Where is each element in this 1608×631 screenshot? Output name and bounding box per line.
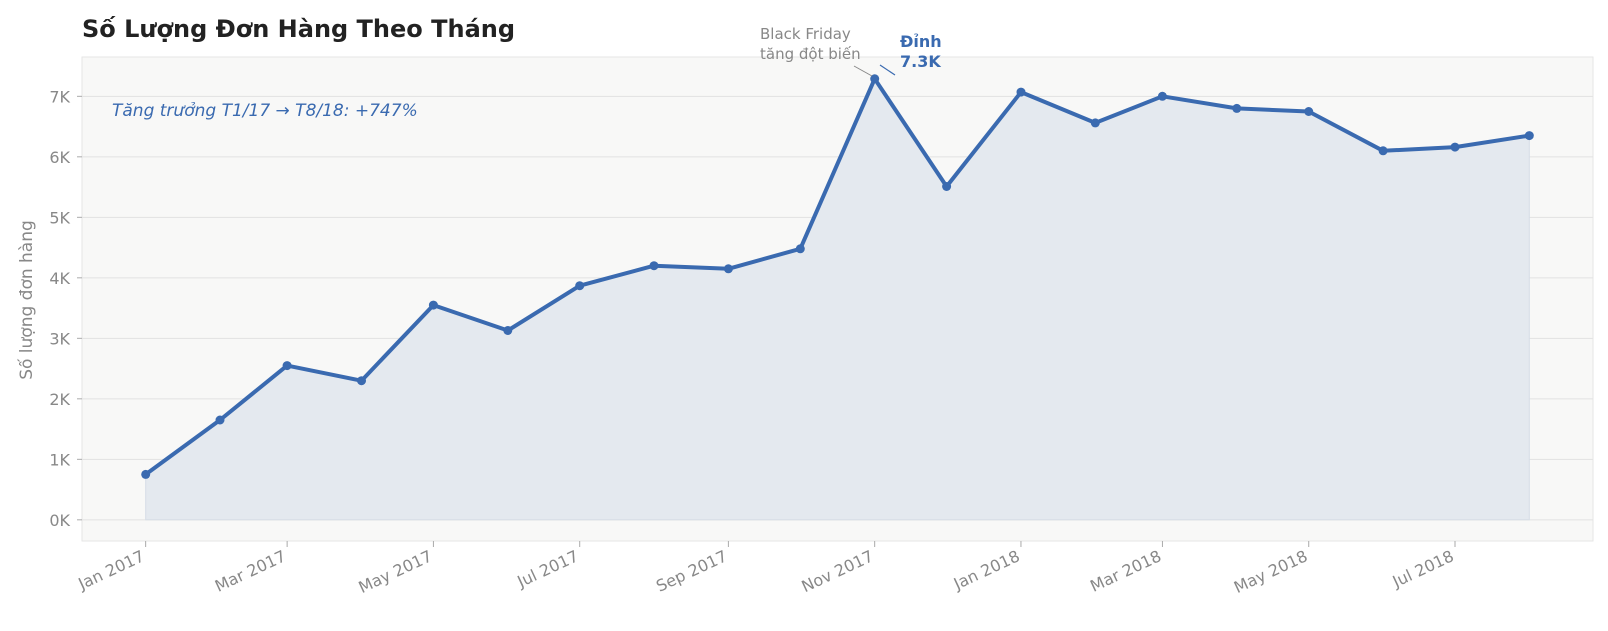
data-point <box>1157 91 1167 101</box>
growth-annotation: Tăng trưởng T1/17 → T8/18: +747% <box>112 101 418 121</box>
x-axis: Jan 2017 Mar 2017 May 2017 Jul 2017 Sep 2017… <box>75 541 1457 597</box>
y-axis: 0K 1K 2K 3K 4K 5K 6K 7K <box>49 87 82 530</box>
data-point <box>1016 87 1026 97</box>
data-point <box>870 74 880 84</box>
data-point <box>282 361 292 371</box>
x-tick-label: Sep 2017 <box>653 546 730 595</box>
x-tick-label: Mar 2017 <box>212 546 289 595</box>
data-point <box>1304 107 1314 116</box>
data-point <box>141 469 151 479</box>
data-point <box>357 376 366 386</box>
data-point <box>1090 118 1100 128</box>
series-line <box>143 76 1532 477</box>
data-point <box>1378 146 1388 156</box>
peak-annotation-arrow <box>879 64 896 76</box>
y-tick-label: 3K <box>49 329 70 348</box>
y-tick-label: 1K <box>49 450 70 469</box>
y-tick-label: 0K <box>49 511 70 530</box>
x-tick-label: Jul 2017 <box>513 546 581 591</box>
chart-title: Số Lượng Đơn Hàng Theo Tháng <box>82 15 515 43</box>
y-tick-label: 6K <box>49 148 70 167</box>
peak-annotation-line-1: Đỉnh <box>900 32 942 51</box>
data-point <box>1524 131 1534 141</box>
event-annotation-line-1: Black Friday <box>760 25 851 43</box>
x-tick-label: Nov 2017 <box>799 546 877 596</box>
x-tick-label: May 2018 <box>1231 546 1311 597</box>
data-point <box>1232 103 1242 113</box>
x-tick-label: May 2017 <box>356 546 436 597</box>
x-tick-label: Mar 2018 <box>1087 546 1164 595</box>
y-tick-label: 4K <box>49 269 70 288</box>
x-tick-label: Jan 2017 <box>75 546 148 593</box>
x-tick-label: Jan 2018 <box>950 546 1023 593</box>
y-tick-label: 5K <box>49 208 70 227</box>
y-tick-label: 2K <box>49 390 70 409</box>
peak-annotation-line-2: 7.3K <box>900 52 941 71</box>
data-point <box>723 264 733 274</box>
data-point <box>503 326 513 335</box>
data-point <box>428 300 438 310</box>
data-point <box>795 244 805 254</box>
y-tick-label: 7K <box>49 87 70 106</box>
x-tick-label: Jul 2018 <box>1389 546 1457 591</box>
data-point <box>649 261 659 271</box>
event-annotation-line-2: tăng đột biến <box>760 45 861 63</box>
data-points <box>141 74 1534 479</box>
y-axis-label: Số lượng đơn hàng <box>16 220 37 380</box>
event-annotation-arrow <box>853 65 873 77</box>
data-point <box>575 281 585 291</box>
data-point <box>1450 142 1460 152</box>
data-point <box>215 415 225 425</box>
data-point <box>942 182 952 191</box>
